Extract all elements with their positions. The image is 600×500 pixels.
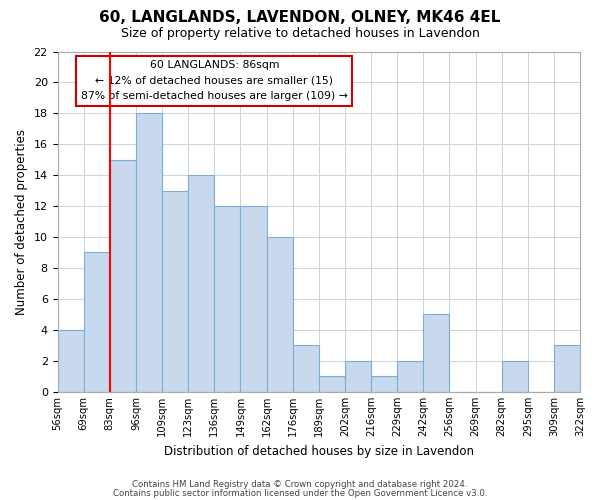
Text: Contains HM Land Registry data © Crown copyright and database right 2024.: Contains HM Land Registry data © Crown c… — [132, 480, 468, 489]
Bar — [214, 206, 241, 392]
Bar — [110, 160, 136, 392]
Bar — [83, 252, 110, 392]
Bar — [136, 114, 162, 392]
Bar — [554, 345, 580, 392]
Bar — [502, 360, 528, 392]
Text: 60, LANGLANDS, LAVENDON, OLNEY, MK46 4EL: 60, LANGLANDS, LAVENDON, OLNEY, MK46 4EL — [100, 10, 500, 25]
Bar — [345, 360, 371, 392]
Bar — [293, 345, 319, 392]
Bar — [397, 360, 423, 392]
Bar — [371, 376, 397, 392]
Text: 60 LANGLANDS: 86sqm
← 12% of detached houses are smaller (15)
87% of semi-detach: 60 LANGLANDS: 86sqm ← 12% of detached ho… — [81, 60, 348, 101]
Bar — [423, 314, 449, 392]
Text: Size of property relative to detached houses in Lavendon: Size of property relative to detached ho… — [121, 28, 479, 40]
Bar — [188, 175, 214, 392]
Bar — [58, 330, 83, 392]
X-axis label: Distribution of detached houses by size in Lavendon: Distribution of detached houses by size … — [164, 444, 474, 458]
Text: Contains public sector information licensed under the Open Government Licence v3: Contains public sector information licen… — [113, 489, 487, 498]
Bar — [266, 237, 293, 392]
Bar — [241, 206, 266, 392]
Y-axis label: Number of detached properties: Number of detached properties — [15, 128, 28, 314]
Bar — [162, 190, 188, 392]
Bar — [319, 376, 345, 392]
